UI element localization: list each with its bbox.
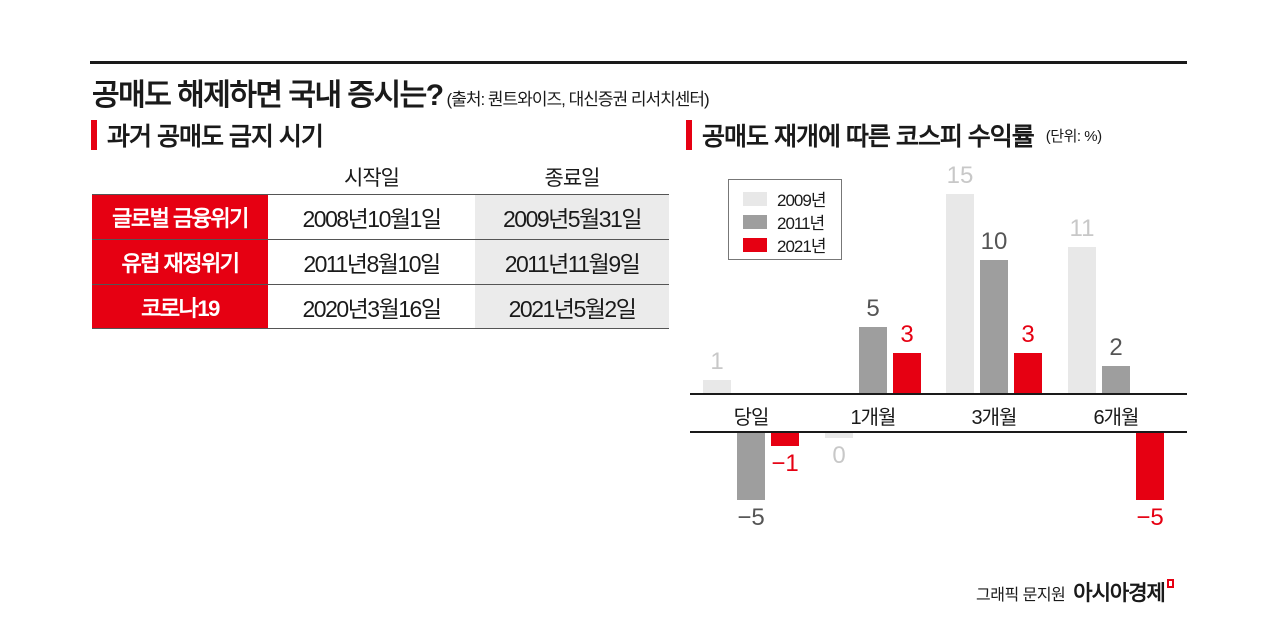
top-rule — [90, 61, 1187, 64]
row-label: 글로벌 금융위기 — [92, 195, 268, 239]
value-label: 1 — [710, 347, 724, 375]
row-start: 2020년3월16일 — [268, 285, 475, 328]
legend-item-2009: 2009년 — [743, 187, 841, 210]
bar-2021년-1개월 — [893, 353, 921, 393]
bar-2011년-당일 — [737, 433, 765, 500]
axis-line-positive — [690, 393, 1187, 395]
header-end: 종료일 — [544, 167, 601, 190]
row-end: 2009년5월31일 — [475, 195, 669, 239]
left-section-title-text: 과거 공매도 금지 시기 — [107, 123, 324, 151]
ban-period-table: 시작일 종료일 글로벌 금융위기 2008년10월1일 2009년5월31일 유… — [92, 160, 669, 329]
header-start: 시작일 — [344, 167, 400, 190]
credit-text: 그래픽 문지원 — [976, 587, 1066, 604]
bar-2021년-3개월 — [1014, 353, 1042, 393]
value-label: 5 — [866, 294, 880, 322]
bar-2009년-당일 — [703, 379, 731, 393]
legend-swatch-icon — [743, 214, 767, 229]
value-label: −1 — [771, 450, 799, 478]
axis-line-negative — [690, 431, 1187, 433]
bar-2009년-1개월 — [825, 433, 853, 438]
value-label: 3 — [900, 321, 914, 349]
row-end: 2011년11월9일 — [475, 240, 669, 284]
accent-bar-icon — [91, 120, 97, 150]
left-section-title: 과거 공매도 금지 시기 — [91, 117, 324, 153]
value-label: 10 — [980, 228, 1008, 255]
table-row: 글로벌 금융위기 2008년10월1일 2009년5월31일 — [92, 194, 669, 239]
category-label: 1개월 — [850, 407, 897, 429]
page-title: 공매도 해제하면 국내 증시는? (출처: 퀀트와이즈, 대신증권 리서치센터) — [92, 70, 710, 114]
right-section-title-text: 공매도 재개에 따른 코스피 수익률 — [702, 123, 1035, 151]
legend-item-2011: 2011년 — [743, 210, 841, 233]
unit-note: (단위: %) — [1045, 127, 1102, 145]
row-end: 2021년5월2일 — [475, 285, 669, 328]
row-label: 유럽 재정위기 — [92, 240, 268, 284]
value-label: 3 — [1021, 321, 1035, 349]
legend-label: 2021년 — [777, 237, 826, 256]
category-label: 6개월 — [1093, 407, 1140, 429]
brand-logo: 아시아경제 — [1073, 582, 1166, 605]
bar-2011년-6개월 — [1102, 366, 1130, 393]
title-text: 공매도 해제하면 국내 증시는? — [92, 79, 444, 112]
legend-label: 2011년 — [777, 214, 825, 233]
row-start: 2008년10월1일 — [268, 195, 475, 239]
accent-bar-icon — [686, 120, 692, 150]
bar-2011년-3개월 — [980, 260, 1008, 393]
source-note: (출처: 퀀트와이즈, 대신증권 리서치센터) — [446, 90, 710, 109]
legend-label: 2009년 — [777, 191, 826, 210]
bar-2009년-3개월 — [946, 193, 974, 393]
value-label: −5 — [737, 503, 765, 531]
legend-item-2021: 2021년 — [743, 233, 841, 256]
value-label: 11 — [1069, 214, 1095, 242]
credit: 그래픽 문지원 아시아경제 — [976, 577, 1174, 607]
bar-2021년-6개월 — [1136, 433, 1164, 500]
bar-2021년-당일 — [771, 433, 799, 447]
chart-legend: 2009년 2011년 2021년 — [728, 179, 842, 260]
row-label: 코로나19 — [92, 285, 268, 328]
legend-swatch-icon — [743, 237, 767, 252]
value-label: −5 — [1136, 503, 1164, 531]
bar-2009년-6개월 — [1068, 246, 1096, 393]
value-label: 2 — [1109, 334, 1123, 362]
category-label: 당일 — [733, 407, 770, 429]
category-label: 3개월 — [971, 407, 1018, 429]
legend-swatch-icon — [743, 191, 767, 206]
right-section-title: 공매도 재개에 따른 코스피 수익률 (단위: %) — [686, 117, 1102, 153]
table-row: 코로나19 2020년3월16일 2021년5월2일 — [92, 284, 669, 329]
brand-mark-icon — [1166, 579, 1174, 588]
row-start: 2011년8월10일 — [268, 240, 475, 284]
bar-2011년-1개월 — [859, 326, 887, 393]
value-label: 15 — [946, 161, 974, 189]
table-header: 시작일 종료일 — [92, 160, 669, 194]
value-label: 0 — [832, 442, 846, 469]
table-row: 유럽 재정위기 2011년8월10일 2011년11월9일 — [92, 239, 669, 284]
